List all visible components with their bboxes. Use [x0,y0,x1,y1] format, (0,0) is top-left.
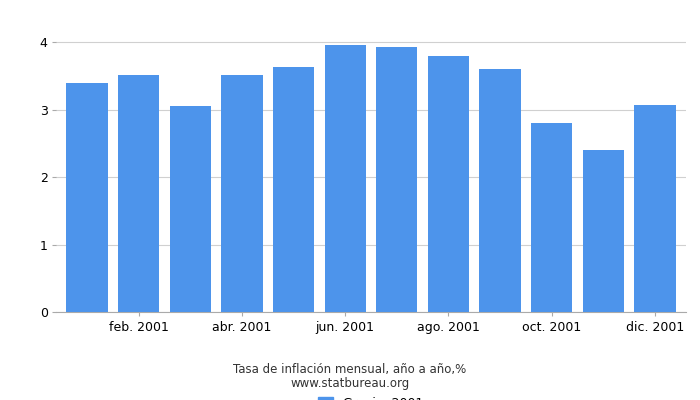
Text: www.statbureau.org: www.statbureau.org [290,378,410,390]
Bar [169,106,211,312]
Bar [221,75,262,312]
Bar [582,150,624,312]
Bar [273,67,314,312]
Bar [66,83,108,312]
Bar [531,123,573,312]
Text: Tasa de inflación mensual, año a año,%: Tasa de inflación mensual, año a año,% [233,364,467,376]
Bar [480,69,521,312]
Legend: Grecia, 2001: Grecia, 2001 [318,397,424,400]
Bar [118,74,160,312]
Bar [325,46,366,312]
Bar [376,47,417,312]
Bar [634,105,676,312]
Bar [428,56,469,312]
